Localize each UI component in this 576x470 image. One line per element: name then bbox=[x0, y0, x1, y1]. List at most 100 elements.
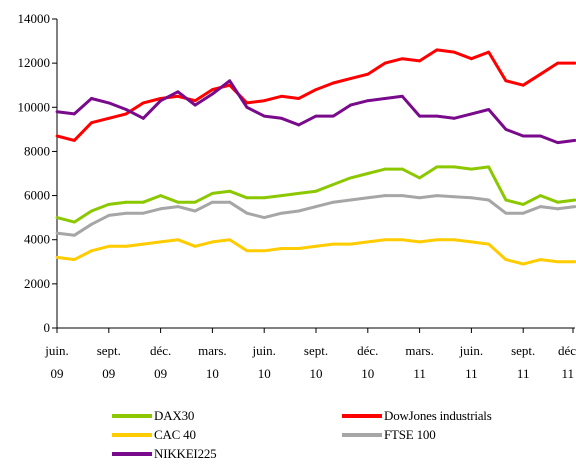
data-point-ftse-100 bbox=[124, 211, 128, 215]
data-point-nikkei225 bbox=[366, 99, 370, 103]
data-point-ftse-100 bbox=[383, 194, 387, 197]
data-point-dax30 bbox=[262, 196, 266, 200]
data-point-nikkei225 bbox=[314, 114, 318, 118]
x-tick-label-month: sept. bbox=[97, 343, 121, 358]
x-tick-label-month: juin. bbox=[459, 343, 483, 358]
data-point-cac-40 bbox=[159, 240, 163, 244]
data-point-nikkei225 bbox=[470, 112, 473, 116]
data-point-dowjones-industrials bbox=[418, 59, 421, 63]
data-point-dowjones-industrials bbox=[297, 97, 301, 100]
data-point-cac-40 bbox=[521, 262, 525, 266]
y-tick-label: 4000 bbox=[24, 232, 50, 247]
data-point-dax30 bbox=[314, 189, 318, 193]
x-tick-label-year: 11 bbox=[517, 366, 530, 381]
data-point-nikkei225 bbox=[262, 114, 266, 118]
data-point-ftse-100 bbox=[297, 209, 301, 213]
data-point-dowjones-industrials bbox=[504, 79, 508, 83]
data-point-dowjones-industrials bbox=[141, 101, 145, 105]
data-point-ftse-100 bbox=[262, 216, 266, 220]
data-point-ftse-100 bbox=[452, 195, 456, 199]
data-point-dax30 bbox=[228, 189, 232, 193]
x-tick-label-year: 11 bbox=[413, 366, 426, 381]
data-point-dax30 bbox=[400, 167, 404, 171]
data-point-dax30 bbox=[383, 167, 387, 171]
data-point-dax30 bbox=[141, 200, 145, 204]
x-tick-label-month: sept. bbox=[304, 343, 328, 358]
x-tick-label-year: 11 bbox=[561, 366, 574, 381]
data-point-nikkei225 bbox=[211, 92, 214, 96]
data-point-cac-40 bbox=[280, 247, 283, 250]
data-point-cac-40 bbox=[314, 244, 318, 248]
x-tick-label-month: juin. bbox=[251, 343, 275, 358]
data-point-cac-40 bbox=[487, 242, 491, 246]
data-point-dax30 bbox=[504, 198, 508, 202]
data-point-nikkei225 bbox=[556, 141, 560, 145]
data-point-cac-40 bbox=[211, 240, 214, 244]
data-point-cac-40 bbox=[539, 258, 542, 261]
x-tick-label-year: 10 bbox=[206, 366, 219, 381]
data-point-dowjones-industrials bbox=[452, 50, 456, 54]
data-point-dax30 bbox=[72, 220, 76, 224]
data-point-nikkei225 bbox=[383, 97, 387, 100]
data-point-dowjones-industrials bbox=[314, 88, 318, 92]
data-point-cac-40 bbox=[331, 242, 335, 246]
data-point-ftse-100 bbox=[349, 198, 352, 202]
data-point-dax30 bbox=[107, 203, 111, 206]
data-point-dowjones-industrials bbox=[556, 61, 560, 65]
data-point-dowjones-industrials bbox=[280, 94, 283, 98]
data-point-cac-40 bbox=[176, 238, 180, 242]
x-tick-label-year: 09 bbox=[154, 366, 167, 381]
data-point-ftse-100 bbox=[55, 231, 59, 235]
x-tick-label-year: 10 bbox=[310, 366, 323, 381]
data-point-dax30 bbox=[435, 165, 439, 169]
data-point-ftse-100 bbox=[245, 211, 249, 215]
data-point-cac-40 bbox=[72, 258, 76, 261]
data-point-dowjones-industrials bbox=[90, 121, 93, 125]
data-point-nikkei225 bbox=[193, 103, 197, 107]
data-point-nikkei225 bbox=[124, 108, 128, 111]
data-point-dowjones-industrials bbox=[55, 134, 59, 138]
data-point-nikkei225 bbox=[141, 116, 145, 120]
data-point-dowjones-industrials bbox=[107, 116, 111, 120]
data-point-cac-40 bbox=[141, 242, 145, 246]
data-point-dowjones-industrials bbox=[124, 112, 128, 116]
data-point-dax30 bbox=[539, 194, 542, 197]
data-point-dowjones-industrials bbox=[383, 61, 387, 65]
data-point-cac-40 bbox=[228, 238, 232, 242]
data-point-cac-40 bbox=[124, 244, 128, 248]
data-point-dax30 bbox=[245, 196, 249, 200]
y-tick-label: 8000 bbox=[24, 143, 50, 158]
data-point-ftse-100 bbox=[521, 211, 525, 215]
x-tick-label-month: mars. bbox=[198, 343, 227, 358]
data-point-dax30 bbox=[556, 200, 560, 204]
x-tick-label-month: déc. bbox=[150, 343, 171, 358]
data-point-nikkei225 bbox=[349, 103, 352, 107]
data-point-dax30 bbox=[349, 176, 352, 180]
data-point-ftse-100 bbox=[211, 200, 214, 204]
data-point-nikkei225 bbox=[245, 105, 249, 109]
data-point-nikkei225 bbox=[539, 134, 542, 138]
data-point-dowjones-industrials bbox=[349, 77, 352, 80]
data-point-cac-40 bbox=[90, 249, 93, 253]
x-tick-label-year: 11 bbox=[465, 366, 478, 381]
data-point-cac-40 bbox=[573, 260, 576, 264]
data-point-dowjones-industrials bbox=[262, 99, 266, 103]
data-point-ftse-100 bbox=[193, 209, 197, 213]
data-point-dax30 bbox=[470, 167, 473, 171]
chart-lines bbox=[55, 48, 576, 266]
data-point-nikkei225 bbox=[297, 123, 301, 127]
data-point-nikkei225 bbox=[573, 138, 576, 142]
data-point-dax30 bbox=[211, 191, 214, 195]
data-point-ftse-100 bbox=[400, 194, 404, 197]
data-point-dowjones-industrials bbox=[400, 57, 404, 61]
data-point-nikkei225 bbox=[72, 112, 76, 116]
data-point-nikkei225 bbox=[521, 134, 525, 138]
x-tick-label-month: juin. bbox=[44, 343, 68, 358]
data-point-dax30 bbox=[452, 165, 456, 169]
data-point-dax30 bbox=[418, 176, 421, 180]
data-point-ftse-100 bbox=[418, 196, 421, 200]
data-point-dowjones-industrials bbox=[331, 81, 335, 85]
data-point-ftse-100 bbox=[107, 214, 111, 217]
data-point-cac-40 bbox=[470, 240, 473, 244]
data-point-ftse-100 bbox=[556, 207, 560, 211]
